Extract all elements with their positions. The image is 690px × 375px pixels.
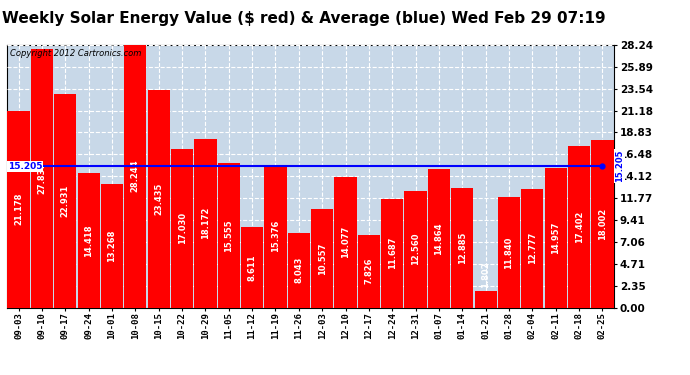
Text: 18.002: 18.002 — [598, 208, 607, 240]
Bar — [217, 163, 240, 308]
Text: 14.864: 14.864 — [435, 222, 444, 255]
Bar — [404, 191, 426, 308]
Bar — [568, 146, 590, 308]
Text: 14.418: 14.418 — [84, 224, 93, 257]
Bar — [264, 165, 286, 308]
Text: Weekly Solar Energy Value ($ red) & Average (blue) Wed Feb 29 07:19: Weekly Solar Energy Value ($ red) & Aver… — [2, 11, 605, 26]
Text: 10.557: 10.557 — [317, 242, 326, 274]
Bar — [124, 45, 146, 308]
Bar — [77, 174, 100, 308]
Text: 21.178: 21.178 — [14, 193, 23, 225]
Text: 13.268: 13.268 — [108, 230, 117, 262]
Bar — [171, 149, 193, 308]
Text: 17.030: 17.030 — [177, 212, 186, 244]
Bar — [195, 139, 217, 308]
Bar — [358, 235, 380, 308]
Text: 12.560: 12.560 — [411, 233, 420, 266]
Bar — [428, 170, 450, 308]
Bar — [101, 184, 123, 308]
Text: 15.555: 15.555 — [224, 219, 233, 252]
Bar — [241, 228, 263, 308]
Bar — [544, 168, 566, 308]
Text: 12.885: 12.885 — [457, 231, 467, 264]
Text: 18.172: 18.172 — [201, 207, 210, 239]
Text: 12.777: 12.777 — [528, 232, 537, 264]
Text: 15.205: 15.205 — [615, 150, 624, 182]
Bar — [55, 94, 77, 308]
Text: 8.611: 8.611 — [248, 254, 257, 281]
Text: 28.244: 28.244 — [131, 160, 140, 192]
Text: 23.435: 23.435 — [154, 182, 164, 215]
Text: 15.376: 15.376 — [271, 220, 280, 252]
Text: 7.826: 7.826 — [364, 258, 373, 284]
Text: 15.205: 15.205 — [8, 162, 43, 171]
Text: Copyright 2012 Cartronics.com: Copyright 2012 Cartronics.com — [10, 49, 141, 58]
Bar — [498, 198, 520, 308]
Text: 14.957: 14.957 — [551, 222, 560, 254]
Bar — [335, 177, 357, 308]
Text: 17.402: 17.402 — [575, 210, 584, 243]
Text: 11.687: 11.687 — [388, 237, 397, 269]
Text: 11.840: 11.840 — [504, 236, 513, 268]
Bar — [8, 111, 30, 308]
Bar — [288, 233, 310, 308]
Text: 22.931: 22.931 — [61, 185, 70, 217]
Text: 8.043: 8.043 — [295, 257, 304, 283]
Text: 14.077: 14.077 — [341, 226, 350, 258]
Text: 1.802: 1.802 — [481, 261, 490, 288]
Bar — [475, 291, 497, 308]
Text: 27.837: 27.837 — [37, 162, 46, 194]
Bar — [451, 188, 473, 308]
Bar — [521, 189, 544, 308]
Bar — [31, 49, 53, 308]
Bar — [148, 90, 170, 308]
Bar — [311, 209, 333, 308]
Bar — [591, 140, 613, 308]
Bar — [381, 199, 404, 308]
